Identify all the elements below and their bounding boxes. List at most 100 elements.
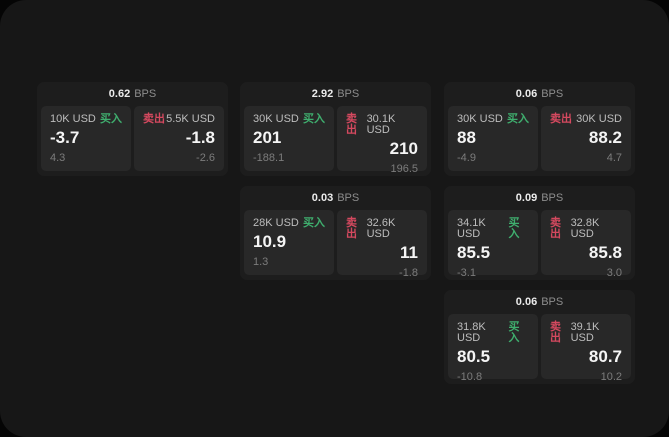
- buy-change: 4.3: [50, 152, 66, 164]
- buy-quote-panel[interactable]: 30K USD 买入 88 -4.9: [448, 106, 538, 171]
- quote-card-header: 0.06 BPS: [448, 290, 631, 314]
- buy-panel-top: 10K USD 买入: [50, 114, 122, 125]
- buy-quote-panel[interactable]: 34.1K USD 买入 85.5 -3.1: [448, 210, 538, 279]
- bps-unit-label: BPS: [541, 87, 564, 100]
- sell-panel-top: 卖出 30.1K USD: [346, 114, 418, 136]
- sell-amount: 5.5K USD: [166, 113, 215, 125]
- buy-change: -4.9: [457, 152, 476, 164]
- sell-side-label: 卖出: [346, 113, 357, 136]
- buy-change: -3.1: [457, 267, 476, 279]
- sell-price: 85.8: [588, 243, 622, 262]
- buy-side-label: 买入: [303, 217, 325, 229]
- buy-change: 1.3: [253, 256, 269, 268]
- buy-side-label: 买入: [508, 217, 520, 240]
- sell-panel-top: 卖出 5.5K USD: [143, 114, 215, 125]
- buy-quote-panel[interactable]: 31.8K USD 买入 80.5 -10.8: [448, 314, 538, 383]
- quote-card-header: 0.62 BPS: [41, 82, 224, 106]
- buy-side-label: 买入: [303, 113, 325, 125]
- buy-price: 10.9: [253, 232, 287, 251]
- quote-card-header: 0.09 BPS: [448, 186, 631, 210]
- quote-card-header: 0.06 BPS: [448, 82, 631, 106]
- buy-amount: 30K USD: [457, 113, 503, 125]
- sell-panel-top: 卖出 39.1K USD: [550, 322, 622, 344]
- buy-quote-panel[interactable]: 10K USD 买入 -3.7 4.3: [41, 106, 131, 171]
- buy-amount: 28K USD: [253, 217, 299, 229]
- quote-card-header: 0.03 BPS: [244, 186, 427, 210]
- sell-side-label: 卖出: [346, 217, 357, 240]
- bps-unit-label: BPS: [134, 87, 157, 100]
- quote-panels: 30K USD 买入 201 -188.1 卖出 30.1K USD 210 1…: [244, 106, 427, 175]
- quote-card: 0.62 BPS 10K USD 买入 -3.7 4.3 卖出 5.5K USD…: [37, 82, 228, 176]
- sell-panel-top: 卖出 30K USD: [550, 114, 622, 125]
- bps-unit-label: BPS: [541, 191, 564, 204]
- quote-panels: 31.8K USD 买入 80.5 -10.8 卖出 39.1K USD 80.…: [448, 314, 631, 383]
- buy-amount: 34.1K USD: [457, 217, 486, 240]
- quote-card-header: 2.92 BPS: [244, 82, 427, 106]
- buy-amount: 31.8K USD: [457, 321, 486, 344]
- bps-value: 0.06: [515, 295, 538, 308]
- sell-price: 88.2: [588, 128, 622, 147]
- buy-quote-panel[interactable]: 30K USD 买入 201 -188.1: [244, 106, 334, 171]
- buy-panel-top: 30K USD 买入: [457, 114, 529, 125]
- bps-unit-label: BPS: [337, 87, 360, 100]
- buy-quote-panel[interactable]: 28K USD 买入 10.9 1.3: [244, 210, 334, 275]
- sell-side-label: 卖出: [550, 113, 572, 125]
- sell-quote-panel[interactable]: 卖出 32.6K USD 11 -1.8: [337, 210, 427, 279]
- quote-card: 0.03 BPS 28K USD 买入 10.9 1.3 卖出 32.6K US…: [240, 186, 431, 280]
- sell-side-label: 卖出: [550, 217, 561, 240]
- sell-change: 4.7: [606, 152, 622, 164]
- sell-change: 196.5: [390, 163, 418, 175]
- buy-panel-top: 34.1K USD 买入: [457, 218, 529, 240]
- buy-amount: 10K USD: [50, 113, 96, 125]
- sell-amount: 39.1K USD: [570, 321, 600, 344]
- quote-card: 0.06 BPS 30K USD 买入 88 -4.9 卖出 30K USD 8…: [444, 82, 635, 176]
- sell-panel-top: 卖出 32.8K USD: [550, 218, 622, 240]
- buy-panel-top: 30K USD 买入: [253, 114, 325, 125]
- buy-side-label: 买入: [100, 113, 122, 125]
- bps-unit-label: BPS: [541, 295, 564, 308]
- buy-side-label: 买入: [508, 321, 520, 344]
- sell-amount: 32.6K USD: [366, 217, 396, 240]
- buy-change: -10.8: [457, 371, 483, 383]
- buy-side-label: 买入: [507, 113, 529, 125]
- sell-quote-panel[interactable]: 卖出 30.1K USD 210 196.5: [337, 106, 427, 175]
- sell-change: 3.0: [606, 267, 622, 279]
- buy-price: 80.5: [457, 347, 491, 366]
- quote-panels: 10K USD 买入 -3.7 4.3 卖出 5.5K USD -1.8 -2.…: [41, 106, 224, 171]
- sell-quote-panel[interactable]: 卖出 5.5K USD -1.8 -2.6: [134, 106, 224, 171]
- buy-panel-top: 31.8K USD 买入: [457, 322, 529, 344]
- quote-panels: 34.1K USD 买入 85.5 -3.1 卖出 32.8K USD 85.8…: [448, 210, 631, 279]
- quote-card: 0.06 BPS 31.8K USD 买入 80.5 -10.8 卖出 39.1…: [444, 290, 635, 384]
- buy-panel-top: 28K USD 买入: [253, 218, 325, 229]
- sell-amount: 30.1K USD: [366, 113, 396, 136]
- sell-quote-panel[interactable]: 卖出 39.1K USD 80.7 10.2: [541, 314, 631, 383]
- sell-amount: 30K USD: [576, 113, 622, 125]
- sell-change: 10.2: [600, 371, 622, 383]
- sell-price: 80.7: [588, 347, 622, 366]
- buy-price: 201: [253, 128, 282, 147]
- sell-side-label: 卖出: [550, 321, 561, 344]
- buy-price: 85.5: [457, 243, 491, 262]
- bps-value: 0.09: [515, 191, 538, 204]
- bps-value: 0.06: [515, 87, 538, 100]
- sell-price: 210: [389, 139, 418, 158]
- buy-price: -3.7: [50, 128, 80, 147]
- bps-value: 2.92: [311, 87, 334, 100]
- quote-panels: 30K USD 买入 88 -4.9 卖出 30K USD 88.2 4.7: [448, 106, 631, 171]
- sell-amount: 32.8K USD: [570, 217, 600, 240]
- buy-amount: 30K USD: [253, 113, 299, 125]
- quote-card: 0.09 BPS 34.1K USD 买入 85.5 -3.1 卖出 32.8K…: [444, 186, 635, 280]
- quote-card: 2.92 BPS 30K USD 买入 201 -188.1 卖出 30.1K …: [240, 82, 431, 176]
- sell-side-label: 卖出: [143, 113, 165, 125]
- bps-value: 0.62: [108, 87, 131, 100]
- sell-quote-panel[interactable]: 卖出 32.8K USD 85.8 3.0: [541, 210, 631, 279]
- sell-change: -1.8: [399, 267, 418, 279]
- buy-price: 88: [457, 128, 476, 147]
- sell-panel-top: 卖出 32.6K USD: [346, 218, 418, 240]
- bps-unit-label: BPS: [337, 191, 360, 204]
- sell-change: -2.6: [196, 152, 215, 164]
- bps-value: 0.03: [311, 191, 334, 204]
- buy-change: -188.1: [253, 152, 285, 164]
- sell-quote-panel[interactable]: 卖出 30K USD 88.2 4.7: [541, 106, 631, 171]
- sell-price: 11: [400, 243, 418, 262]
